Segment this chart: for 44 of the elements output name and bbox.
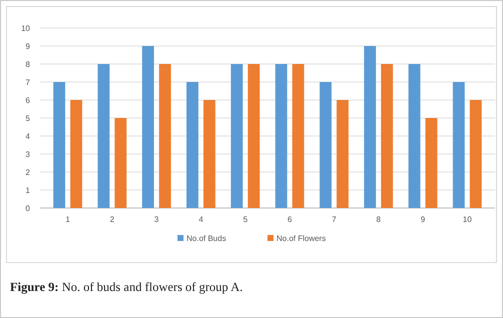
bar	[381, 64, 393, 208]
y-tick-label: 6	[26, 96, 31, 105]
bar	[452, 82, 465, 208]
bar	[159, 64, 171, 208]
caption: Figure 9: No. of buds and flowers of group A.	[10, 280, 243, 294]
bar	[142, 46, 154, 208]
bar	[114, 118, 127, 208]
x-tick-label: 1	[66, 215, 71, 224]
bar	[336, 100, 349, 208]
y-tick-label: 9	[26, 42, 31, 51]
bar	[248, 64, 260, 208]
y-tick-label: 8	[26, 60, 31, 69]
y-tick-label: 4	[26, 132, 31, 141]
bar	[275, 64, 288, 208]
legend-label: No.of Buds	[186, 234, 226, 243]
y-tick-label: 10	[21, 24, 31, 33]
y-tick-label: 7	[26, 78, 31, 87]
x-tick-label: 10	[462, 215, 472, 224]
y-tick-label: 1	[26, 186, 31, 195]
bar	[470, 100, 482, 208]
x-tick-label: 5	[243, 215, 248, 224]
x-tick-label: 6	[287, 215, 292, 224]
bar	[186, 82, 198, 208]
x-tick-label: 3	[154, 215, 160, 224]
y-tick-label: 3	[26, 150, 31, 159]
bar	[53, 82, 66, 208]
bar	[320, 82, 332, 208]
bar	[364, 46, 376, 208]
x-tick-label: 2	[110, 215, 115, 224]
bar	[425, 118, 438, 208]
y-tick-label: 2	[26, 168, 31, 177]
x-tick-label: 7	[332, 215, 337, 224]
y-tick-label: 0	[26, 204, 31, 213]
bar	[292, 64, 304, 208]
bar	[408, 64, 420, 208]
bar	[98, 64, 110, 208]
x-tick-label: 4	[198, 215, 204, 224]
bar	[203, 100, 216, 208]
x-tick-label: 9	[420, 215, 426, 224]
bar	[70, 100, 82, 208]
x-tick-label: 8	[376, 215, 382, 224]
bar	[230, 64, 243, 208]
legend-label: No.of Flowers	[276, 234, 326, 243]
y-tick-label: 5	[26, 114, 31, 123]
